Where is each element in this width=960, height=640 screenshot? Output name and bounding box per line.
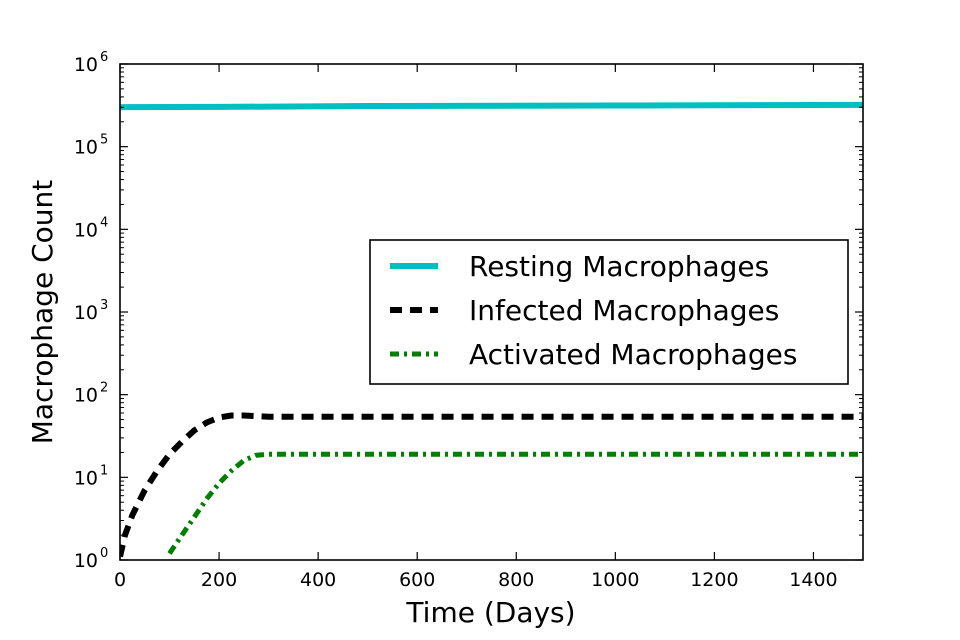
y-tick-label: 10 (74, 467, 98, 489)
x-axis: 0 200 400 600 800 1000 1200 1400 (114, 64, 838, 591)
y-tick-label: 10 (74, 302, 98, 324)
y-tick-exponent: 4 (100, 215, 108, 230)
y-tick-label: 10 (74, 137, 98, 159)
x-tick-label: 1000 (591, 569, 639, 591)
x-tick-label: 0 (114, 569, 126, 591)
legend-box (369, 239, 849, 385)
y-axis-title: Macrophage Count (26, 180, 59, 444)
y-tick-label: 10 (74, 54, 98, 76)
x-tick-label: 600 (399, 569, 435, 591)
y-tick-label: 10 (74, 219, 98, 241)
series-line-0 (120, 101, 863, 111)
y-tick-exponent: 3 (100, 298, 108, 313)
legend-label-2: Activated Macrophages (469, 338, 797, 371)
legend-label-1: Infected Macrophages (469, 294, 779, 327)
series-layer (120, 101, 863, 558)
y-tick-exponent: 6 (100, 50, 108, 65)
series-line-1 (120, 412, 863, 558)
x-axis-title: Time (Days) (405, 596, 575, 629)
y-tick-label: 10 (74, 550, 98, 572)
series-line-2 (167, 451, 863, 555)
legend: Resting Macrophages Infected Macrophages A… (369, 239, 849, 385)
y-tick-exponent: 0 (100, 546, 108, 561)
x-tick-label: 1200 (690, 569, 738, 591)
y-tick-exponent: 2 (100, 381, 108, 396)
x-tick-label: 200 (201, 569, 237, 591)
x-tick-label: 800 (498, 569, 534, 591)
legend-label-0: Resting Macrophages (469, 250, 769, 283)
x-tick-label: 1400 (789, 569, 837, 591)
y-tick-exponent: 1 (100, 463, 108, 478)
y-tick-exponent: 5 (100, 133, 108, 148)
x-tick-label: 400 (300, 569, 336, 591)
y-tick-label: 10 (74, 385, 98, 407)
